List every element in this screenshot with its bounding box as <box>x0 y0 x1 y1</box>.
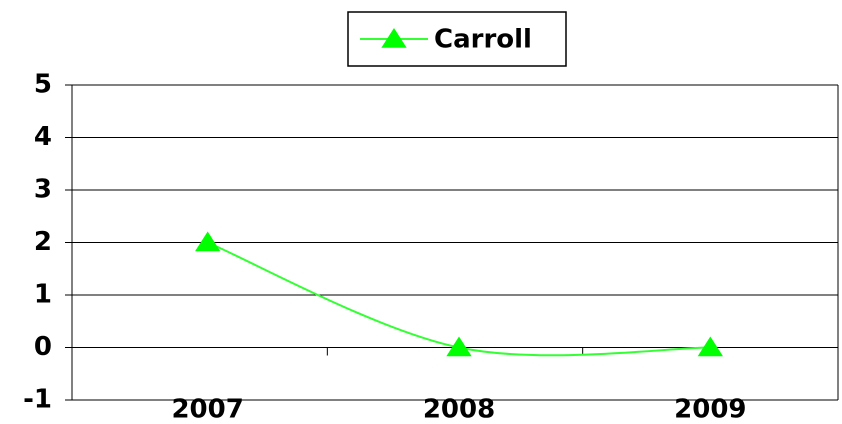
marker <box>697 336 723 357</box>
x-tick-label: 2008 <box>423 395 495 424</box>
marker <box>195 231 221 252</box>
legend-label: Carroll <box>434 25 532 55</box>
y-tick-label: 5 <box>34 70 52 100</box>
marker <box>446 336 472 357</box>
y-tick-label: 4 <box>34 122 52 152</box>
y-tick-label: 3 <box>34 175 52 205</box>
y-tick-label: 0 <box>34 332 52 362</box>
x-tick-label: 2007 <box>171 395 243 424</box>
y-tick-label: -1 <box>23 385 52 415</box>
legend-marker <box>381 28 407 48</box>
y-tick-label: 1 <box>34 280 52 310</box>
y-tick-label: 2 <box>34 227 52 257</box>
x-tick-label: 2009 <box>674 395 746 424</box>
